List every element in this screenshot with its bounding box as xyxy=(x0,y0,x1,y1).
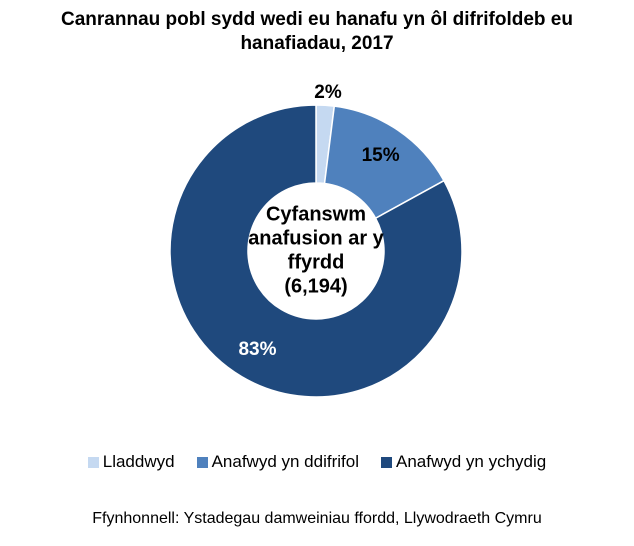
legend-item-lladdwyd: Lladdwyd xyxy=(87,452,175,472)
chart-legend: Lladdwyd Anafwyd yn ddifrifol Anafwyd yn… xyxy=(0,452,634,472)
center-label-line-2: anafusion ar y xyxy=(248,227,384,249)
legend-label-lladdwyd: Lladdwyd xyxy=(102,452,175,471)
center-label-line-4: (6,194) xyxy=(284,275,347,297)
center-label-line-3: ffyrdd xyxy=(288,251,345,273)
legend-swatch-lladdwyd xyxy=(87,456,99,468)
legend-swatch-ddifrifol xyxy=(196,456,208,468)
legend-label-ddifrifol: Anafwyd yn ddifrifol xyxy=(211,452,359,471)
center-label-line-1: Cyfanswm xyxy=(266,203,366,225)
legend-item-ychydig: Anafwyd yn ychydig xyxy=(380,452,547,472)
slice-ychydig xyxy=(169,104,463,398)
slice-label-lladdwyd: 2% xyxy=(314,82,342,103)
chart-title: Canrannau pobl sydd wedi eu hanafu yn ôl… xyxy=(0,8,634,56)
source-note: Ffynhonnell: Ystadegau damweiniau ffordd… xyxy=(92,510,542,527)
legend-label-ychydig: Anafwyd yn ychydig xyxy=(395,452,547,471)
chart-title-line-1: Canrannau pobl sydd wedi eu hanafu yn ôl… xyxy=(61,9,573,30)
chart-title-line-2: hanafiadau, 2017 xyxy=(240,33,394,54)
slice-label-ddifrifol: 15% xyxy=(362,145,400,166)
legend-item-ddifrifol: Anafwyd yn ddifrifol xyxy=(196,452,359,472)
slice-label-ychydig: 83% xyxy=(238,339,276,360)
legend-swatch-ychydig xyxy=(380,456,392,468)
